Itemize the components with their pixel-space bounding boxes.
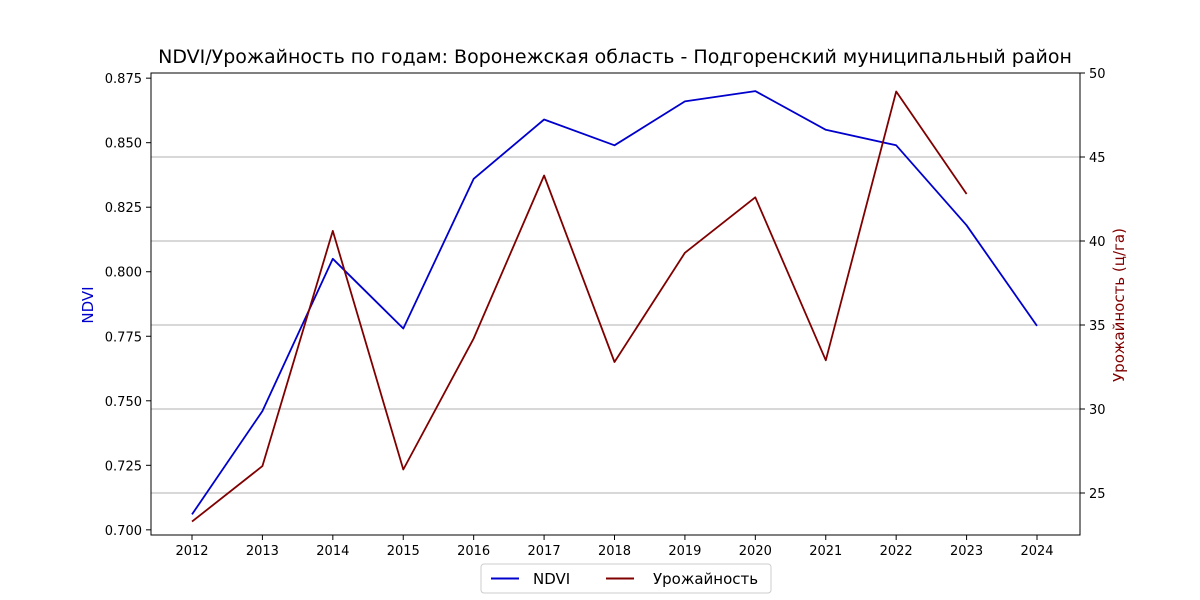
y-tick-label-left: 0.750 <box>105 395 142 410</box>
legend-yield-label: Урожайность <box>653 570 758 588</box>
y-tick-label-left: 0.875 <box>105 72 142 87</box>
y-tick-label-right: 45 <box>1089 151 1106 166</box>
x-tick-label: 2014 <box>316 544 349 559</box>
y-tick-label-left: 0.725 <box>105 459 142 474</box>
x-tick-label: 2020 <box>739 544 772 559</box>
chart-title: NDVI/Урожайность по годам: Воронежская о… <box>158 46 1072 68</box>
y-tick-label-left: 0.850 <box>105 137 142 152</box>
x-tick-label: 2019 <box>668 544 701 559</box>
y-tick-label-left: 0.800 <box>105 266 142 281</box>
x-tick-label: 2018 <box>598 544 631 559</box>
y-tick-label-left: 0.775 <box>105 330 142 345</box>
x-tick-label: 2021 <box>809 544 842 559</box>
x-tick-label: 2023 <box>950 544 983 559</box>
y-tick-label-right: 40 <box>1089 235 1106 250</box>
series-line-ndvi <box>191 90 1038 515</box>
x-tick-label: 2016 <box>457 544 490 559</box>
y-tick-label-right: 25 <box>1089 487 1106 502</box>
axes: 0.700 0.725 0.750 0.775 0.800 0.825 0.850 0.875… <box>105 67 1106 559</box>
legend-ndvi-label: NDVI <box>533 570 570 588</box>
x-tick-label: 2015 <box>387 544 420 559</box>
plot-frame <box>150 72 1081 536</box>
y-axis-label-right: Урожайность (ц/га) <box>1110 228 1128 382</box>
y-tick-label-left: 0.825 <box>105 201 142 216</box>
x-tick-label: 2017 <box>528 544 561 559</box>
y-tick-label-right: 50 <box>1089 67 1106 82</box>
x-tick-label: 2013 <box>246 544 279 559</box>
x-tick-label: 2024 <box>1020 544 1053 559</box>
y-tick-label-right: 35 <box>1089 319 1106 334</box>
x-tick-label: 2012 <box>175 544 208 559</box>
y-tick-label-right: 30 <box>1089 403 1106 418</box>
series-line-yield <box>191 90 968 523</box>
y-axis-label-left: NDVI <box>79 286 97 323</box>
legend: NDVI Урожайность <box>480 563 772 594</box>
series-lines <box>191 90 1038 523</box>
x-tick-label: 2022 <box>880 544 913 559</box>
y-tick-label-left: 0.700 <box>105 524 142 539</box>
grid-lines <box>151 72 1080 494</box>
